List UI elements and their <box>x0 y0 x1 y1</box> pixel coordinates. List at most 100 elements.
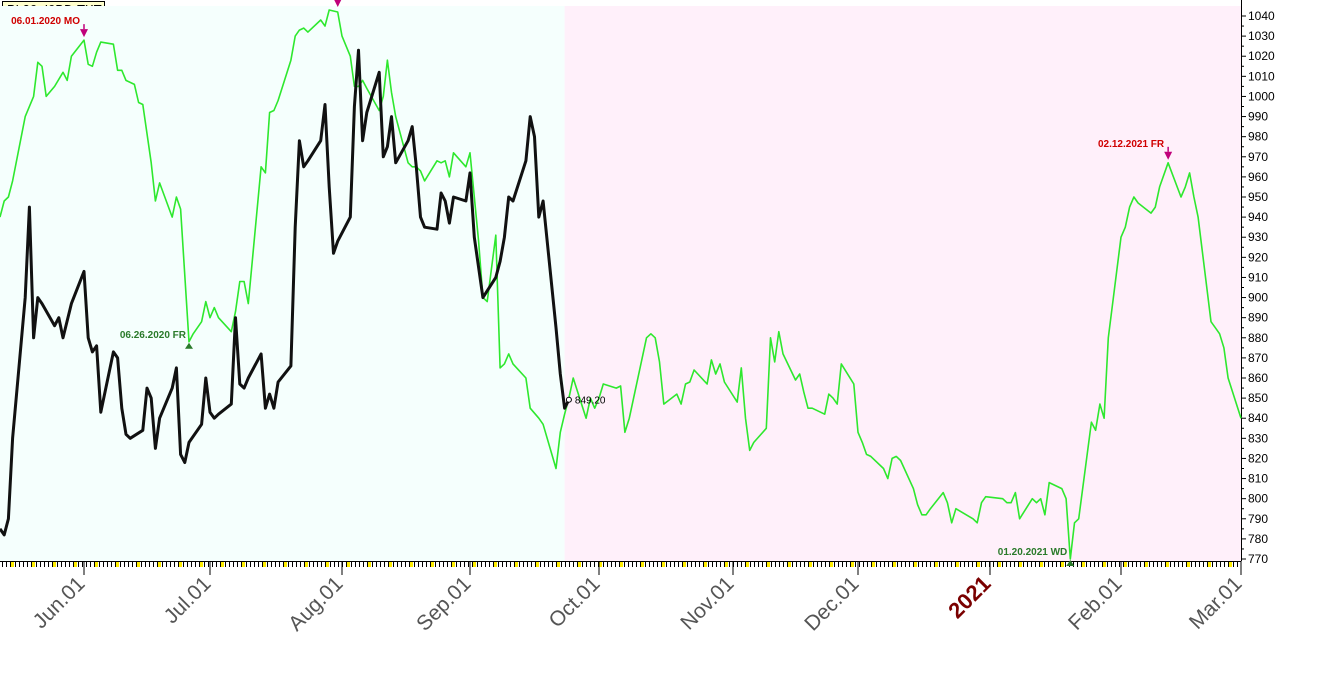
high-marker <box>80 29 88 38</box>
high-annotation-label: 02.12.2021 FR <box>1098 139 1165 150</box>
y-tick-label: 960 <box>1248 170 1268 184</box>
x-week-marker <box>242 562 245 567</box>
x-week-marker <box>767 562 770 567</box>
x-tick-label: Nov.01 <box>676 572 738 634</box>
x-week-marker <box>683 562 686 567</box>
last-value-label: 849.20 <box>575 396 606 407</box>
x-week-marker <box>389 562 392 567</box>
x-tick-label: Dec.01 <box>800 572 863 635</box>
x-tick-label: Sep.01 <box>412 572 475 635</box>
x-week-marker <box>914 562 917 567</box>
x-week-marker <box>1040 562 1043 567</box>
y-tick-label: 830 <box>1248 431 1268 445</box>
x-week-marker <box>32 562 35 567</box>
x-week-marker <box>284 562 287 567</box>
x-week-marker <box>725 562 728 567</box>
x-week-marker <box>326 562 329 567</box>
x-week-marker <box>578 562 581 567</box>
green-price-line <box>0 9 1242 560</box>
x-week-marker <box>557 562 560 567</box>
low-marker <box>1066 560 1075 566</box>
low-annotation-label: 01.20.2021 WD <box>998 547 1068 558</box>
y-tick-label: 1000 <box>1248 89 1275 103</box>
y-tick-label: 810 <box>1248 472 1268 486</box>
x-week-marker <box>368 562 371 567</box>
black-price-line <box>0 48 571 537</box>
x-week-marker <box>935 562 938 567</box>
high-marker <box>1164 151 1173 160</box>
y-tick-label: 1030 <box>1248 29 1275 43</box>
last-value-marker <box>565 396 572 403</box>
x-week-marker <box>137 562 140 567</box>
x-week-marker <box>599 562 602 567</box>
y-tick-label: 1010 <box>1248 69 1275 83</box>
y-tick-label: 930 <box>1248 230 1268 244</box>
y-tick-label: 920 <box>1248 250 1268 264</box>
x-week-marker <box>515 562 518 567</box>
x-week-marker <box>746 562 749 567</box>
x-week-marker <box>347 562 350 567</box>
y-tick-label: 870 <box>1248 351 1268 365</box>
x-week-marker <box>977 562 980 567</box>
x-week-marker <box>704 562 707 567</box>
x-tick-label: Feb.01 <box>1064 572 1127 635</box>
x-week-marker <box>116 562 119 567</box>
y-tick-label: 940 <box>1248 210 1268 224</box>
y-tick-label: 850 <box>1248 391 1268 405</box>
x-week-marker <box>179 562 182 567</box>
x-week-marker <box>641 562 644 567</box>
x-week-marker <box>1145 562 1148 567</box>
y-tick-label: 780 <box>1248 532 1268 546</box>
y-tick-label: 1040 <box>1248 9 1275 23</box>
x-week-marker <box>221 562 224 567</box>
x-week-marker <box>998 562 1001 567</box>
low-marker <box>185 342 193 349</box>
y-tick-label: 820 <box>1248 451 1268 465</box>
x-week-marker <box>200 562 203 567</box>
x-week-marker <box>536 562 539 567</box>
x-tick-label: Mar.01 <box>1185 572 1247 634</box>
x-week-marker <box>872 562 875 567</box>
x-week-marker <box>1124 562 1127 567</box>
x-week-marker <box>494 562 497 567</box>
high-marker <box>334 0 342 7</box>
y-tick-label: 880 <box>1248 331 1268 345</box>
y-tick-label: 970 <box>1248 150 1268 164</box>
x-week-marker <box>431 562 434 567</box>
x-week-marker <box>1103 562 1106 567</box>
x-week-marker <box>1187 562 1190 567</box>
x-week-marker <box>809 562 812 567</box>
x-week-marker <box>1229 562 1232 567</box>
y-tick-label: 840 <box>1248 411 1268 425</box>
x-week-marker <box>95 562 98 567</box>
x-week-marker <box>1061 562 1064 567</box>
y-tick-label: 1020 <box>1248 49 1275 63</box>
x-tick-label: Jul.01 <box>160 572 216 628</box>
x-week-marker <box>620 562 623 567</box>
y-tick-label: 770 <box>1248 552 1268 566</box>
x-week-marker <box>830 562 833 567</box>
y-tick-label: 790 <box>1248 512 1268 526</box>
x-week-marker <box>53 562 56 567</box>
x-tick-label: 2021 <box>943 571 995 623</box>
x-tick-label: Aug.01 <box>284 572 347 635</box>
x-tick-label: Oct.01 <box>545 572 605 632</box>
shaded-region <box>0 6 565 561</box>
y-tick-label: 860 <box>1248 371 1268 385</box>
low-annotation-label: 06.26.2020 FR <box>120 330 187 341</box>
x-week-marker <box>1208 562 1211 567</box>
x-week-marker <box>452 562 455 567</box>
x-week-marker <box>851 562 854 567</box>
y-tick-label: 990 <box>1248 110 1268 124</box>
x-week-marker <box>956 562 959 567</box>
high-annotation-label: 06.01.2020 MO <box>11 16 80 27</box>
x-tick-label: Jun.01 <box>29 572 90 633</box>
x-week-marker <box>158 562 161 567</box>
x-week-marker <box>263 562 266 567</box>
y-tick-label: 800 <box>1248 492 1268 506</box>
x-week-marker <box>1019 562 1022 567</box>
x-week-marker <box>305 562 308 567</box>
x-week-marker <box>662 562 665 567</box>
y-tick-label: 890 <box>1248 311 1268 325</box>
